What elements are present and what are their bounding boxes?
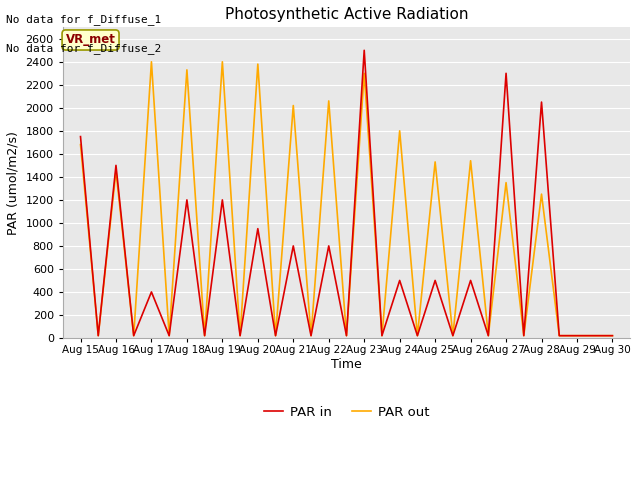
PAR out	[449, 333, 457, 338]
PAR in	[307, 333, 315, 338]
PAR in	[556, 333, 563, 338]
PAR out	[254, 61, 262, 67]
PAR out	[112, 168, 120, 174]
PAR in	[289, 243, 297, 249]
PAR out	[148, 59, 156, 65]
PAR out	[484, 333, 492, 338]
PAR in	[413, 333, 421, 338]
PAR out	[378, 333, 386, 338]
X-axis label: Time: Time	[331, 358, 362, 371]
PAR out	[591, 333, 598, 338]
Text: No data for f_Diffuse_2: No data for f_Diffuse_2	[6, 43, 162, 54]
PAR out	[609, 333, 616, 338]
PAR out	[236, 333, 244, 338]
PAR in	[609, 333, 616, 338]
Title: Photosynthetic Active Radiation: Photosynthetic Active Radiation	[225, 7, 468, 22]
Line: PAR out: PAR out	[81, 62, 612, 336]
PAR out	[201, 333, 209, 338]
PAR in	[467, 277, 474, 283]
PAR out	[342, 333, 350, 338]
PAR in	[484, 333, 492, 338]
PAR in	[272, 333, 280, 338]
PAR in	[360, 48, 368, 53]
Legend: PAR in, PAR out: PAR in, PAR out	[258, 400, 435, 424]
PAR out	[289, 103, 297, 108]
PAR out	[218, 59, 226, 65]
PAR out	[77, 142, 84, 147]
PAR in	[573, 333, 581, 338]
PAR in	[112, 163, 120, 168]
PAR out	[502, 180, 510, 185]
PAR in	[325, 243, 333, 249]
PAR in	[165, 333, 173, 338]
PAR in	[236, 333, 244, 338]
PAR out	[396, 128, 403, 134]
Line: PAR in: PAR in	[81, 50, 612, 336]
PAR in	[431, 277, 439, 283]
PAR in	[502, 71, 510, 76]
PAR out	[272, 333, 280, 338]
PAR in	[148, 289, 156, 295]
PAR in	[77, 134, 84, 140]
PAR in	[201, 333, 209, 338]
PAR in	[130, 333, 138, 338]
Y-axis label: PAR (umol/m2/s): PAR (umol/m2/s)	[7, 131, 20, 235]
PAR out	[538, 191, 545, 197]
PAR in	[254, 226, 262, 231]
PAR in	[538, 99, 545, 105]
PAR out	[325, 98, 333, 104]
Text: VR_met: VR_met	[66, 34, 115, 47]
PAR out	[307, 333, 315, 338]
PAR in	[449, 333, 457, 338]
PAR out	[431, 159, 439, 165]
PAR out	[165, 333, 173, 338]
PAR in	[218, 197, 226, 203]
PAR in	[396, 277, 403, 283]
PAR out	[556, 333, 563, 338]
PAR out	[360, 71, 368, 76]
PAR in	[342, 333, 350, 338]
PAR out	[95, 333, 102, 338]
PAR in	[95, 333, 102, 338]
PAR out	[467, 158, 474, 164]
PAR out	[130, 333, 138, 338]
PAR in	[183, 197, 191, 203]
PAR out	[573, 333, 581, 338]
PAR out	[183, 67, 191, 73]
PAR out	[413, 333, 421, 338]
Text: No data for f_Diffuse_1: No data for f_Diffuse_1	[6, 14, 162, 25]
PAR in	[520, 333, 527, 338]
PAR in	[378, 333, 386, 338]
PAR in	[591, 333, 598, 338]
PAR out	[520, 333, 527, 338]
